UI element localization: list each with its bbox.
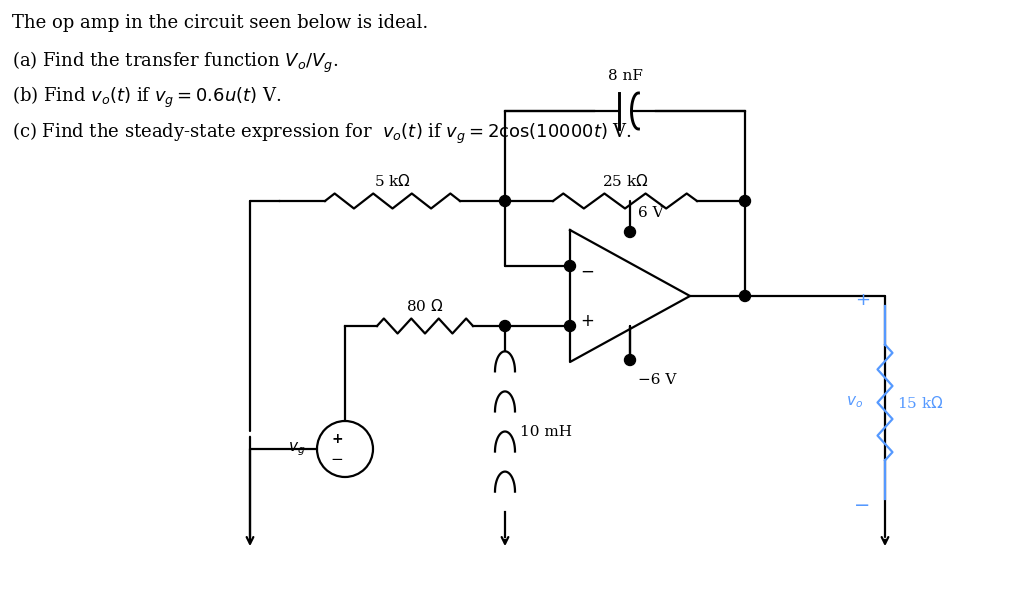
Circle shape [500,321,511,332]
Circle shape [564,260,575,271]
Text: $v_g$: $v_g$ [288,440,305,458]
Text: $-$: $-$ [580,262,594,280]
Circle shape [739,196,751,207]
Circle shape [625,354,636,365]
Circle shape [739,290,751,301]
Text: −: − [331,452,343,467]
Text: +: + [855,291,870,309]
Text: (b) Find $v_o(t)$ if $v_g = 0.6u(t)$ V.: (b) Find $v_o(t)$ if $v_g = 0.6u(t)$ V. [12,85,282,110]
Text: 25 k$\Omega$: 25 k$\Omega$ [602,173,648,189]
Text: 15 k$\Omega$: 15 k$\Omega$ [897,395,944,411]
Text: 10 mH: 10 mH [520,425,572,439]
Text: 6 V: 6 V [638,206,664,220]
Text: +: + [331,432,343,446]
Text: −6 V: −6 V [638,373,677,387]
Text: $+$: $+$ [580,312,594,330]
Text: (c) Find the steady-state expression for  $v_o(t)$ if $v_g = 2\cos(10000t)$ V.: (c) Find the steady-state expression for… [12,120,632,145]
Text: 80 $\Omega$: 80 $\Omega$ [407,298,443,314]
Text: −: − [854,496,870,514]
Circle shape [500,196,511,207]
Circle shape [625,227,636,238]
Text: $v_o$: $v_o$ [846,395,863,411]
Circle shape [564,321,575,332]
Text: 8 nF: 8 nF [607,69,642,83]
Text: (a) Find the transfer function $V_o/V_g$.: (a) Find the transfer function $V_o/V_g$… [12,49,338,75]
Text: The op amp in the circuit seen below is ideal.: The op amp in the circuit seen below is … [12,14,428,32]
Text: 5 k$\Omega$: 5 k$\Omega$ [374,173,411,189]
